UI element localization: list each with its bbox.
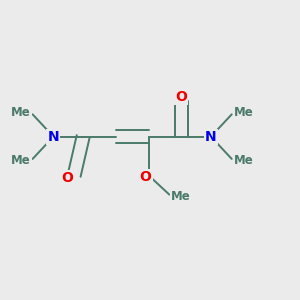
Text: Me: Me	[11, 106, 31, 119]
Text: Me: Me	[234, 106, 254, 119]
Text: Me: Me	[171, 190, 191, 202]
Text: O: O	[62, 171, 74, 185]
Text: Me: Me	[234, 154, 254, 167]
Text: N: N	[48, 130, 59, 144]
Text: Me: Me	[11, 154, 31, 167]
Text: O: O	[140, 170, 152, 184]
Text: N: N	[205, 130, 217, 144]
Text: O: O	[175, 89, 187, 103]
